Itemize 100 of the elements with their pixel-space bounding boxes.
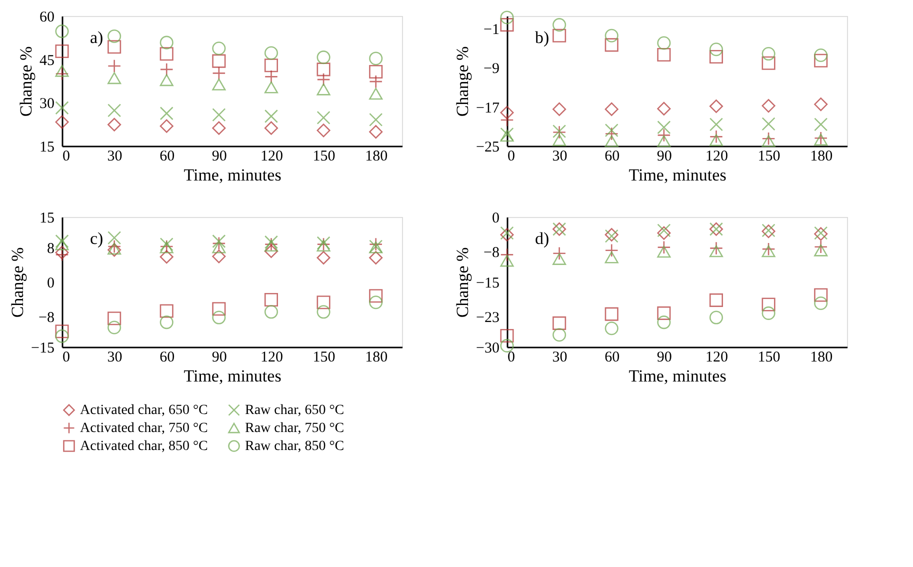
point [316, 305, 330, 319]
point [108, 72, 122, 84]
point [264, 81, 278, 94]
point [108, 104, 122, 118]
y-tick-label: 45 [40, 52, 54, 69]
point [212, 241, 226, 254]
point [762, 306, 776, 320]
point [500, 10, 514, 24]
point [604, 251, 618, 264]
x-axis-title: Time, minutes [184, 366, 282, 386]
point [369, 52, 383, 66]
point [369, 289, 383, 303]
point [316, 83, 330, 96]
point [108, 312, 122, 326]
point [709, 293, 724, 307]
point [108, 320, 122, 334]
point [814, 54, 828, 68]
point [657, 48, 671, 62]
point [709, 42, 724, 56]
point [762, 99, 776, 113]
point [264, 109, 278, 124]
point [814, 98, 828, 112]
annotation: a) [90, 28, 104, 47]
point [316, 110, 330, 124]
point [55, 234, 69, 248]
x-tick-label: 60 [604, 148, 620, 164]
y-tick-label: 0 [492, 210, 500, 226]
point [552, 328, 566, 342]
legend-label: Activated char, 750 °C [80, 421, 208, 436]
point [212, 234, 226, 248]
y-tick-label: −8 [484, 245, 500, 262]
point [160, 119, 174, 133]
point [552, 28, 566, 42]
point [552, 134, 566, 146]
y-axis-title: Change % [16, 46, 36, 117]
point [160, 36, 174, 50]
point [814, 296, 828, 310]
point [762, 135, 776, 148]
point [500, 106, 514, 120]
point [160, 304, 174, 318]
point [108, 231, 122, 245]
point [604, 322, 618, 336]
point [762, 245, 776, 258]
point [212, 108, 226, 122]
y-axis-title: Change % [8, 247, 28, 318]
x-tick-label: 30 [552, 350, 568, 366]
point [709, 310, 724, 324]
x-tick-label: 150 [758, 350, 780, 366]
point [604, 28, 618, 42]
x-tick-label: 60 [604, 350, 620, 366]
point [160, 250, 174, 264]
point [657, 120, 671, 134]
x-tick-label: 120 [705, 350, 728, 366]
point [604, 38, 618, 52]
x-tick-label: 120 [260, 148, 283, 164]
point [814, 118, 828, 132]
point [212, 42, 226, 56]
point [657, 102, 671, 116]
point [108, 29, 122, 43]
y-tick-label: −25 [476, 140, 500, 156]
x-tick-label: 120 [260, 350, 283, 366]
point [762, 56, 776, 70]
x-axis-title: Time, minutes [184, 166, 282, 184]
point [160, 47, 174, 61]
x-tick-label: 30 [107, 148, 122, 164]
x-axis-title: Time, minutes [628, 166, 726, 184]
point [552, 316, 566, 330]
point [709, 134, 724, 146]
y-tick-label: −1 [484, 22, 500, 38]
point [212, 121, 226, 135]
point [657, 306, 671, 320]
point [55, 64, 69, 77]
point [369, 112, 383, 126]
point [500, 338, 514, 352]
point [316, 62, 330, 76]
x-tick-label: 0 [508, 350, 515, 366]
point [552, 253, 566, 265]
x-tick-label: 90 [656, 350, 672, 366]
x-axis-title: Time, minutes [628, 366, 726, 386]
point [212, 302, 226, 316]
point [264, 235, 278, 249]
annotation: d) [535, 229, 550, 248]
point [212, 78, 226, 90]
point [369, 250, 383, 265]
legend-label: Activated char, 850 °C [80, 439, 208, 454]
y-tick-label: −15 [31, 340, 54, 356]
point [709, 118, 724, 132]
point [500, 254, 514, 267]
point [316, 250, 330, 265]
x-tick-label: 90 [212, 148, 227, 164]
y-tick-label: 30 [40, 96, 54, 112]
point [369, 296, 383, 310]
point [55, 329, 69, 343]
point [264, 292, 278, 307]
annotation: b) [535, 28, 550, 47]
point [552, 18, 566, 32]
point [55, 44, 69, 58]
point [709, 245, 724, 258]
y-tick-label: 15 [40, 210, 54, 226]
point [604, 307, 618, 321]
